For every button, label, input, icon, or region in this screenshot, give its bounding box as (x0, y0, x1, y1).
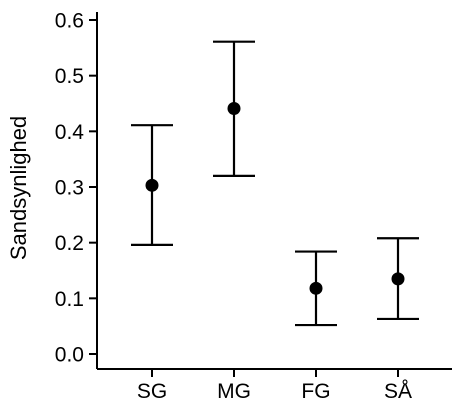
data-point (227, 102, 241, 116)
y-tick-label: 0.2 (55, 232, 84, 255)
y-ticks: 0.0 0.1 0.2 0.3 0.4 0.5 0.6 (55, 10, 97, 367)
y-axis-label: Sandsynlighed (6, 116, 31, 260)
y-tick-label: 0.5 (55, 65, 84, 88)
points (145, 102, 405, 295)
x-tick-label: FG (301, 380, 330, 403)
y-tick-label: 0.3 (55, 177, 84, 200)
x-tick-label: MG (217, 380, 251, 403)
y-tick-label: 0.0 (55, 344, 84, 367)
axes (96, 12, 452, 370)
data-point (309, 281, 323, 295)
x-ticks: SG MG FG SÅ (137, 369, 412, 403)
error-bars (131, 40, 419, 327)
y-tick-label: 0.4 (55, 121, 85, 144)
x-tick-label: SG (137, 380, 167, 403)
data-point (391, 272, 405, 286)
y-tick-label: 0.1 (55, 288, 84, 311)
x-tick-label: SÅ (384, 380, 412, 403)
y-tick-label: 0.6 (55, 10, 84, 33)
data-point (145, 178, 159, 192)
